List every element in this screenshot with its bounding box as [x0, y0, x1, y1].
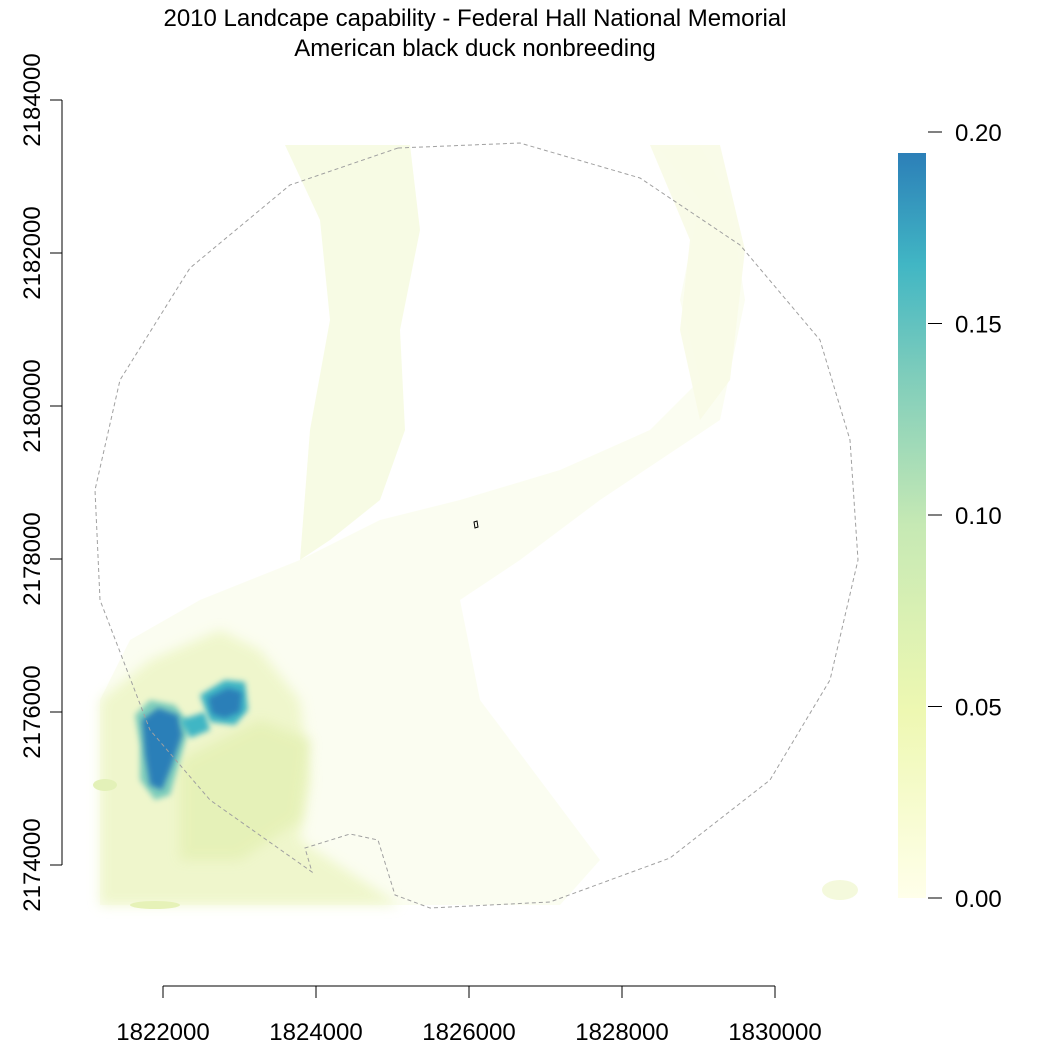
raster-hotspot-bridge [180, 712, 210, 738]
y-tick-label: 2176000 [19, 665, 46, 758]
raster-hotspot-east-core [208, 688, 242, 718]
raster-patch-a [93, 779, 117, 791]
legend: 0.00 0.05 0.10 0.15 0.20 [898, 120, 1002, 913]
legend-tick-label: 0.05 [955, 695, 1002, 722]
raster-band-north [285, 145, 420, 560]
raster-patch-b [130, 901, 180, 909]
y-tick-label: 2182000 [19, 206, 46, 299]
y-tick-label: 2184000 [19, 53, 46, 146]
legend-tick-label: 0.15 [955, 312, 1002, 339]
raster-band-east [650, 145, 745, 420]
y-tick-label: 2174000 [19, 818, 46, 911]
raster-wash-southwest-2 [180, 720, 310, 860]
raster-hotspot-west-core [142, 708, 182, 790]
y-axis: 2174000 2176000 2178000 2180000 2182000 21840… [19, 53, 63, 912]
y-tick-label: 2178000 [19, 512, 46, 605]
x-tick-label: 1830000 [728, 1019, 821, 1046]
x-axis: 1822000 1824000 1826000 1828000 1830000 [116, 985, 822, 1046]
raster-patch-c [822, 880, 858, 900]
capability-raster [93, 145, 858, 909]
x-tick-label: 1822000 [116, 1019, 209, 1046]
y-tick-label: 2180000 [19, 359, 46, 452]
legend-tick-label: 0.00 [955, 886, 1002, 913]
x-tick-label: 1826000 [422, 1019, 515, 1046]
legend-tick-label: 0.20 [955, 120, 1002, 147]
map-title: 2010 Landcape capability - Federal Hall … [163, 5, 787, 32]
park-outline [473, 520, 479, 529]
legend-tick-label: 0.10 [955, 503, 1002, 530]
buffer-outline [94, 142, 859, 909]
x-tick-label: 1824000 [269, 1019, 362, 1046]
map-subtitle: American black duck nonbreeding [294, 35, 656, 62]
legend-colorbar [898, 153, 926, 898]
x-tick-label: 1828000 [575, 1019, 668, 1046]
